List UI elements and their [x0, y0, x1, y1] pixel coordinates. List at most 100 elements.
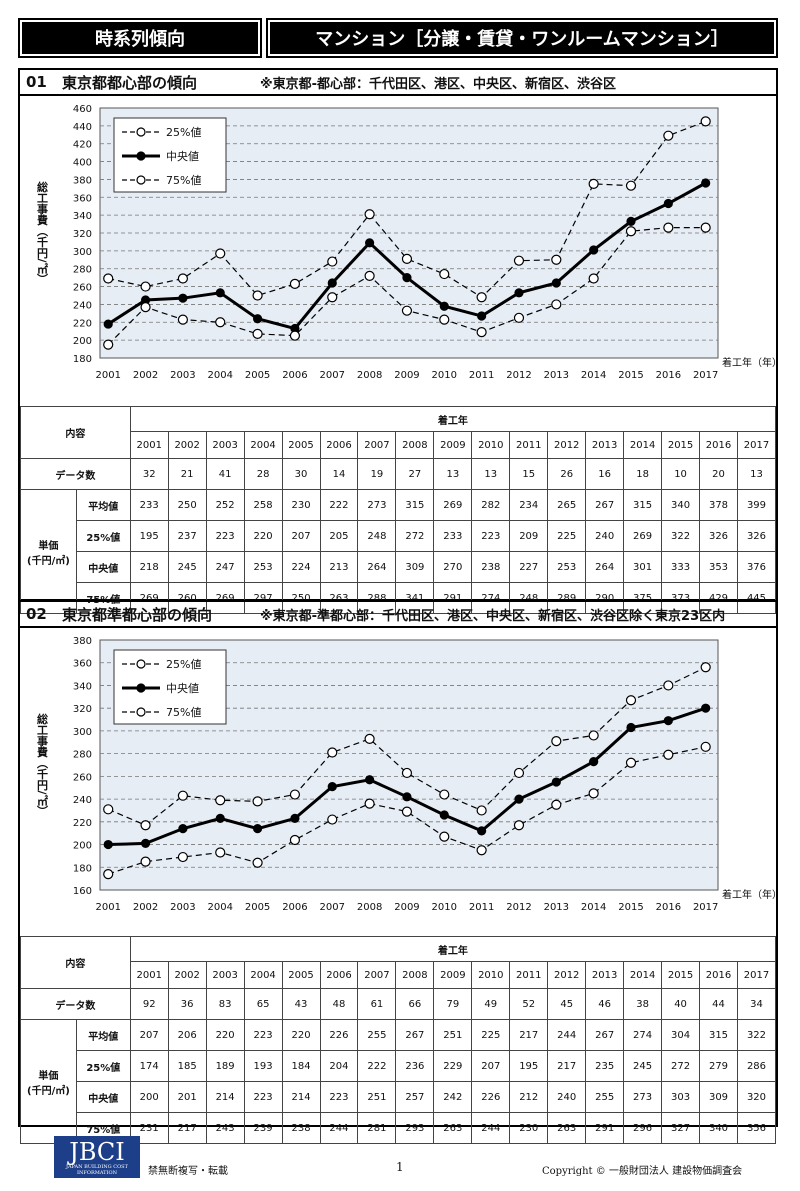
value-cell: 242	[433, 1081, 473, 1113]
table-row: 75%値 269 260 269 297 250 263 288 341 291 274 248 289…	[21, 582, 777, 614]
value-cell: 220	[205, 1019, 245, 1051]
value-cell: 223	[471, 520, 511, 552]
y-tick-label: 320	[73, 229, 92, 240]
data-point	[290, 813, 300, 824]
value-cell: 282	[471, 489, 511, 521]
data-point	[215, 317, 226, 328]
value-cell: 250	[281, 582, 321, 614]
value-cell: 315	[699, 1019, 738, 1051]
data-table-01: 内容 着工年 2001 2002 2003 2004 2005 2006 2007 2008 200…	[20, 406, 777, 614]
table-row: 中央値 200 201 214 223 214 223 251 257 242 226 212 240 2…	[21, 1081, 777, 1113]
value-cell: 214	[281, 1081, 321, 1113]
series-line	[107, 666, 706, 826]
data-point	[252, 314, 263, 324]
data-point	[103, 839, 113, 850]
data-point	[663, 716, 673, 726]
x-tick-label: 2005	[245, 370, 270, 381]
year-cell: 2016	[699, 431, 738, 459]
data-point	[439, 810, 449, 820]
year-cell: 2002	[167, 431, 207, 459]
legend-marker	[136, 707, 146, 717]
x-tick-label: 2004	[208, 902, 233, 913]
data-point	[551, 299, 562, 310]
legend-marker	[136, 175, 146, 185]
year-cell: 2008	[395, 431, 435, 459]
value-cell: 373	[661, 582, 701, 614]
value-cell: 222	[319, 489, 359, 521]
value-cell: 184	[281, 1050, 321, 1082]
data-point	[626, 216, 636, 226]
section-02: 02 東京都準都心部の傾向 ※東京都-準都心部：千代田区、港区、中央区、新宿区、…	[18, 600, 778, 1144]
data-point	[551, 799, 562, 810]
year-cell: 2015	[661, 431, 701, 459]
value-cell: 240	[585, 520, 625, 552]
value-cell: 304	[661, 1019, 701, 1051]
y-tick-label: 400	[73, 158, 92, 169]
value-cell: 41	[205, 458, 245, 490]
year-cell: 2017	[736, 431, 777, 459]
x-tick-label: 2012	[506, 370, 531, 381]
table-row: 2001 2002 2003 2004 2005 2006 2007 2008 2009 2010…	[21, 961, 777, 989]
data-point	[625, 695, 637, 706]
x-tick-label: 2010	[432, 370, 457, 381]
data-point	[103, 868, 114, 880]
value-cell: 213	[319, 551, 359, 583]
value-cell: 244	[547, 1019, 587, 1051]
value-cell: 264	[585, 551, 625, 583]
table-row: 単価 (千円/㎡) 平均値 233 250 252 258 230 222 273 315 269 28…	[20, 489, 777, 614]
value-cell: 48	[319, 988, 359, 1020]
value-cell: 279	[699, 1050, 738, 1082]
value-cell: 270	[433, 551, 473, 583]
legend-marker	[136, 151, 146, 161]
data-point	[514, 794, 524, 804]
y-tick-label: 180	[73, 354, 92, 365]
value-cell: 214	[205, 1081, 245, 1113]
x-tick-label: 2011	[469, 370, 494, 381]
chart-02: 160 180 200 220 240 260 280 300 320 340 360 380 2001…	[36, 636, 777, 913]
data-point	[513, 820, 525, 831]
y-tick-label: 340	[73, 681, 92, 692]
data-point	[140, 302, 151, 313]
value-cell: 293	[395, 1112, 435, 1144]
value-cell: 269	[623, 520, 663, 552]
legend-marker	[136, 659, 146, 669]
table-row: 内容 着工年	[20, 936, 777, 989]
value-cell: 212	[509, 1081, 549, 1113]
year-cell: 2003	[205, 961, 245, 989]
data-point	[551, 254, 562, 265]
value-cell: 52	[509, 988, 549, 1020]
year-cell: 2001	[129, 961, 169, 989]
value-cell: 303	[661, 1081, 701, 1113]
value-cell: 32	[129, 458, 169, 490]
value-cell: 223	[205, 520, 245, 552]
value-cell: 36	[167, 988, 207, 1020]
value-cell: 79	[433, 988, 473, 1020]
value-cell: 18	[623, 458, 663, 490]
data-point	[589, 756, 599, 767]
y-tick-label: 360	[73, 193, 92, 204]
value-cell: 251	[357, 1081, 397, 1113]
data-point	[588, 178, 599, 189]
header-cell: 着工年	[129, 406, 777, 432]
value-cell: 229	[433, 1050, 473, 1082]
year-cell: 2012	[547, 431, 587, 459]
y-tick-label: 360	[73, 659, 92, 670]
value-cell: 272	[661, 1050, 701, 1082]
x-tick-label: 2015	[618, 370, 643, 381]
value-cell: 26	[547, 458, 587, 490]
data-point	[327, 781, 337, 792]
value-cell: 65	[243, 988, 283, 1020]
x-tick-label: 2016	[656, 370, 681, 381]
year-cell: 2002	[167, 961, 207, 989]
value-cell: 225	[471, 1019, 511, 1051]
footer: JBCI JAPAN BUILDING COST INFORMATION 禁無断複…	[0, 1132, 800, 1182]
data-table-02: 内容 着工年 2001 2002 2003 2004 2005 2006 2007 2008 200…	[20, 936, 777, 1144]
row-label: 平均値	[75, 489, 131, 521]
data-point	[327, 278, 337, 288]
data-point	[140, 856, 151, 867]
value-cell: 20	[699, 458, 738, 490]
y-tick-label: 220	[73, 818, 92, 829]
y-tick-label: 340	[73, 211, 92, 222]
value-cell: 263	[433, 1112, 473, 1144]
data-point	[439, 314, 450, 325]
